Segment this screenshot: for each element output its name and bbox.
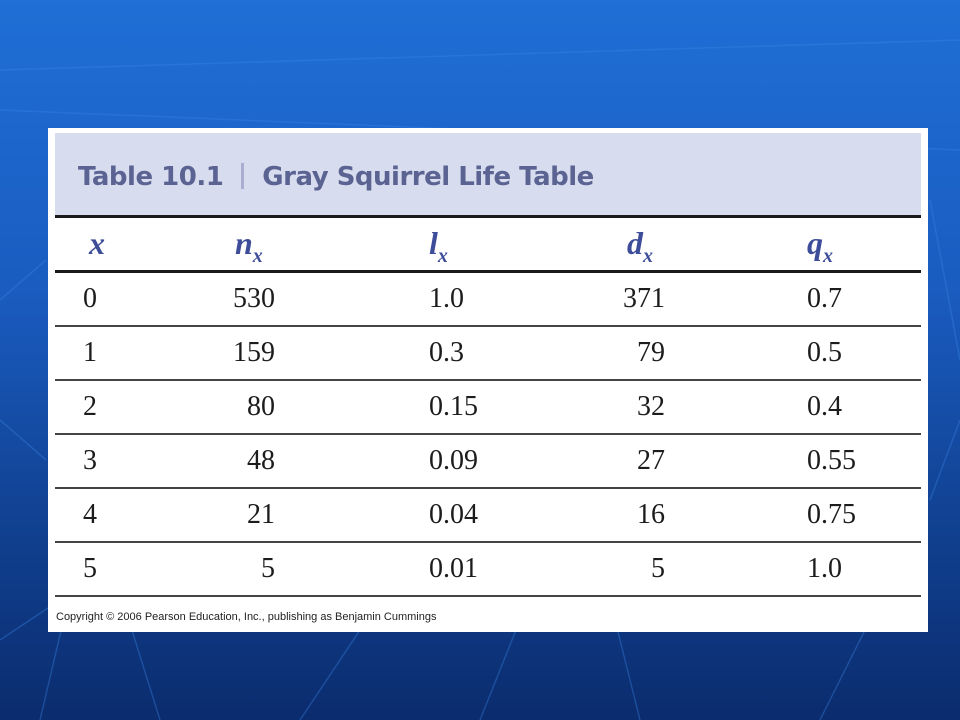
table-title: Gray Squirrel Life Table [262,162,594,192]
cell-lx: 0.3 [429,337,464,368]
cell-dx: 27 [637,445,665,476]
cell-nx: 159 [233,337,275,368]
cell-qx: 0.5 [807,337,842,368]
table-number: Table 10.1 [78,162,224,192]
cell-nx: 48 [247,445,275,476]
header-nx: nx [235,225,263,267]
table-row: 5 5 0.01 5 1.0 [55,543,921,597]
cell-x: 3 [83,445,97,476]
table-row: 0 530 1.0 371 0.7 [55,273,921,327]
header-lx: lx [429,225,448,267]
cell-lx: 0.01 [429,553,478,584]
cell-lx: 0.04 [429,499,478,530]
life-table: x nx lx dx qx 0 530 1.0 371 0.7 1 159 0.… [55,218,921,597]
life-table-figure: Table 10.1 Gray Squirrel Life Table x nx … [48,128,928,632]
table-caption: Table 10.1 Gray Squirrel Life Table [78,162,594,192]
cell-x: 4 [83,499,97,530]
cell-qx: 1.0 [807,553,842,584]
cell-dx: 32 [637,391,665,422]
copyright-notice: Copyright © 2006 Pearson Education, Inc.… [56,611,437,623]
cell-dx: 371 [623,283,665,314]
cell-nx: 530 [233,283,275,314]
cell-dx: 79 [637,337,665,368]
cell-qx: 0.55 [807,445,856,476]
table-header-row: x nx lx dx qx [55,218,921,273]
caption-separator [241,163,245,189]
header-qx: qx [807,225,833,267]
cell-x: 0 [83,283,97,314]
cell-nx: 21 [247,499,275,530]
table-row: 2 80 0.15 32 0.4 [55,381,921,435]
cell-qx: 0.7 [807,283,842,314]
table-caption-bar: Table 10.1 Gray Squirrel Life Table [55,133,921,218]
table-row: 3 48 0.09 27 0.55 [55,435,921,489]
cell-qx: 0.4 [807,391,842,422]
cell-qx: 0.75 [807,499,856,530]
cell-nx: 80 [247,391,275,422]
cell-x: 5 [83,553,97,584]
cell-x: 1 [83,337,97,368]
table-row: 1 159 0.3 79 0.5 [55,327,921,381]
cell-x: 2 [83,391,97,422]
table-row: 4 21 0.04 16 0.75 [55,489,921,543]
cell-nx: 5 [261,553,275,584]
cell-dx: 5 [651,553,665,584]
cell-lx: 0.09 [429,445,478,476]
cell-dx: 16 [637,499,665,530]
cell-lx: 0.15 [429,391,478,422]
header-dx: dx [627,225,653,267]
header-x: x [89,225,105,261]
cell-lx: 1.0 [429,283,464,314]
